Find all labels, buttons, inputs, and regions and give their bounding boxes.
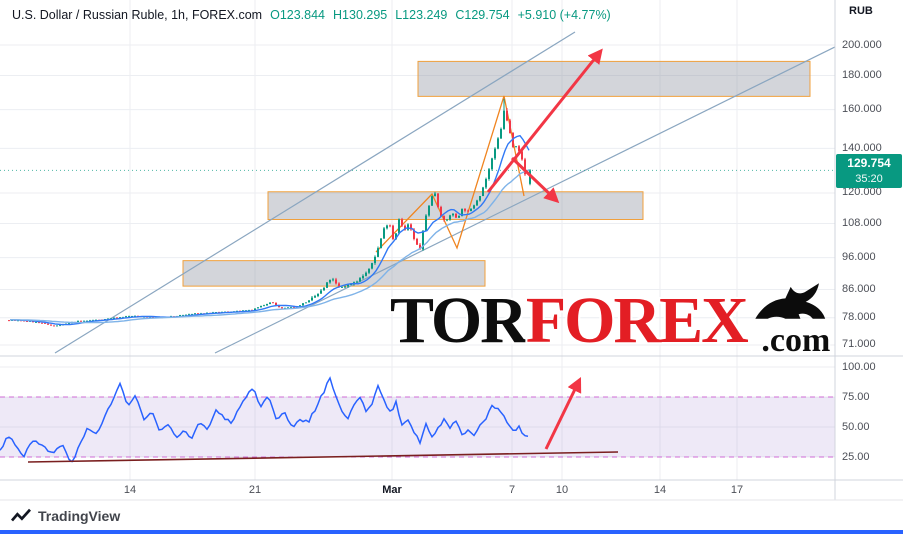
rsi-axis-label: 75.00 bbox=[842, 390, 870, 403]
bottom-accent-bar bbox=[0, 530, 903, 534]
symbol-title[interactable]: U.S. Dollar / Russian Ruble, 1h, FOREX.c… bbox=[12, 8, 263, 22]
price-axis-label: 140.000 bbox=[842, 141, 882, 154]
price-axis-label: 200.000 bbox=[842, 38, 882, 51]
time-axis-label: 7 bbox=[508, 484, 516, 496]
time-axis-label: Mar bbox=[382, 484, 402, 496]
time-axis-label: 21 bbox=[248, 484, 262, 496]
change-value: +5.910 (+4.77%) bbox=[517, 8, 611, 22]
time-axis-label: 14 bbox=[123, 484, 137, 496]
close-value: C129.754 bbox=[455, 8, 510, 22]
price-axis-label: 86.000 bbox=[842, 282, 876, 295]
price-axis-label: 120.000 bbox=[842, 186, 882, 199]
tradingview-logo[interactable]: TradingView bbox=[10, 507, 120, 525]
high-value: H130.295 bbox=[333, 8, 388, 22]
tradingview-wordmark: TradingView bbox=[38, 508, 121, 524]
current-price-badge: 129.754 35:20 bbox=[836, 154, 902, 189]
price-axis-label: 78.000 bbox=[842, 311, 876, 324]
currency-label: RUB bbox=[849, 5, 873, 17]
price-axis-label: 108.000 bbox=[842, 216, 882, 229]
price-axis-label: 160.000 bbox=[842, 103, 882, 116]
time-axis[interactable]: 14 21 Mar 7 10 14 17 bbox=[0, 480, 835, 500]
price-axis-label: 71.000 bbox=[842, 338, 876, 351]
rsi-axis-label: 100.00 bbox=[842, 360, 876, 373]
price-axis-label: 96.000 bbox=[842, 251, 876, 264]
tradingview-mark-icon bbox=[10, 508, 32, 522]
price-axis[interactable]: 200.000 180.000 160.000 140.000 120.000 108.0… bbox=[835, 0, 903, 500]
price-axis-label: 180.000 bbox=[842, 69, 882, 82]
current-price: 129.754 bbox=[847, 156, 891, 171]
time-axis-label: 10 bbox=[555, 484, 569, 496]
time-axis-label: 14 bbox=[653, 484, 667, 496]
bar-countdown: 35:20 bbox=[855, 173, 883, 186]
low-value: L123.249 bbox=[395, 8, 448, 22]
open-value: O123.844 bbox=[270, 8, 326, 22]
rsi-axis-label: 25.00 bbox=[842, 450, 870, 463]
ohlc-values: O123.844 H130.295 L123.249 C129.754 +5.9… bbox=[270, 8, 611, 22]
symbol-legend: U.S. Dollar / Russian Ruble, 1h, FOREX.c… bbox=[12, 8, 611, 22]
time-axis-label: 17 bbox=[730, 484, 744, 496]
rsi-axis-label: 50.00 bbox=[842, 420, 870, 433]
